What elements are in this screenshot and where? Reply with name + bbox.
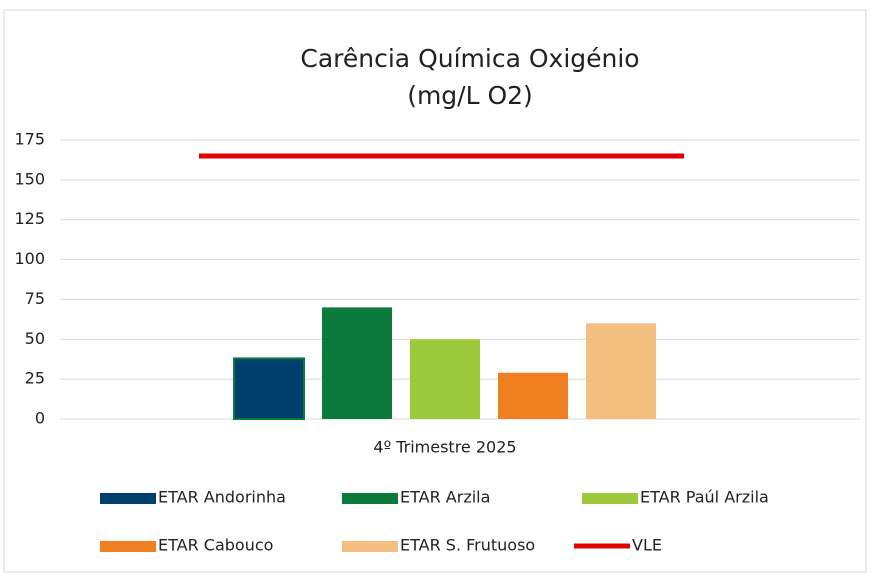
bar xyxy=(322,307,392,419)
y-tick-label: 150 xyxy=(14,169,45,188)
y-tick-label: 125 xyxy=(14,209,45,228)
y-tick-label: 25 xyxy=(25,369,45,388)
legend-label: ETAR Arzila xyxy=(400,488,490,507)
chart-border xyxy=(3,9,867,573)
legend-swatch xyxy=(342,493,398,504)
chart-subtitle: (mg/L O2) xyxy=(407,81,533,110)
bar xyxy=(410,339,480,419)
y-tick-label: 75 xyxy=(25,289,45,308)
bar xyxy=(586,323,656,419)
legend-swatch xyxy=(100,493,156,504)
legend-swatch xyxy=(342,541,398,552)
bar xyxy=(498,372,568,419)
legend-label: ETAR S. Frutuoso xyxy=(400,536,535,555)
legend-swatch xyxy=(100,541,156,552)
y-tick-label: 100 xyxy=(14,249,45,268)
y-tick-label: 0 xyxy=(35,409,45,428)
x-tick-label: 4º Trimestre 2025 xyxy=(373,438,516,457)
legend-label: ETAR Andorinha xyxy=(158,488,286,507)
legend-swatch xyxy=(582,493,638,504)
legend-label: ETAR Cabouco xyxy=(158,536,273,555)
chart-title: Carência Química Oxigénio xyxy=(300,44,639,73)
y-tick-label: 175 xyxy=(14,130,45,149)
bar xyxy=(233,357,305,420)
legend-label: VLE xyxy=(632,536,662,555)
y-tick-label: 50 xyxy=(25,329,45,348)
legend-label: ETAR Paúl Arzila xyxy=(640,488,769,507)
